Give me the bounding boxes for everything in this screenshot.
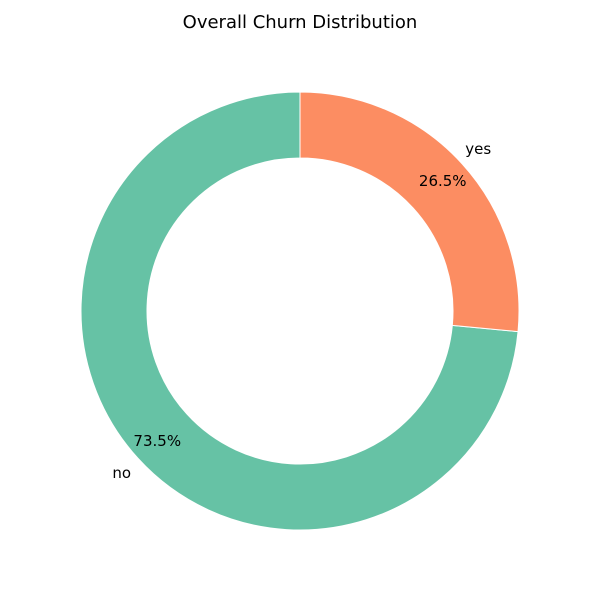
pct-label-yes: 26.5%: [419, 172, 467, 190]
slice-yes: [299, 91, 520, 333]
slice-no: [80, 91, 519, 531]
pct-label-no: 73.5%: [133, 432, 181, 450]
chart-title: Overall Churn Distribution: [182, 12, 418, 33]
category-label-yes: yes: [465, 140, 491, 158]
donut-labels: 73.5%no 26.5% yes: [112, 140, 491, 482]
donut-slices: [80, 91, 520, 531]
category-label-no: no: [112, 464, 131, 482]
